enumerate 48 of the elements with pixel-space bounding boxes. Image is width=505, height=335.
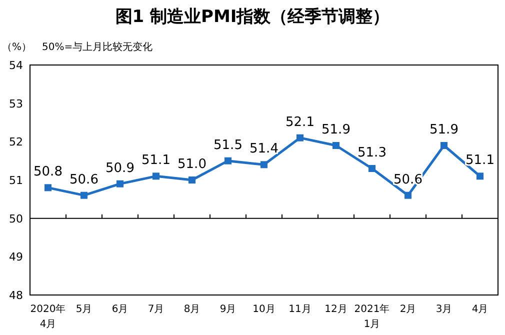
y-tick-label: 51 [9, 174, 23, 187]
data-label: 51.3 [358, 146, 386, 160]
data-label: 50.6 [70, 172, 98, 188]
point [224, 157, 232, 164]
point [188, 176, 196, 184]
text: 50%=与上月比较无变化 [42, 41, 153, 53]
point [476, 172, 484, 180]
y-tick-label: 54 [9, 59, 23, 72]
data-label: 51.4 [250, 142, 278, 157]
y-tick-label: 49 [9, 250, 23, 264]
y-tick-label: 50 [9, 212, 23, 226]
point [44, 184, 52, 192]
data-label: 51.5 [214, 138, 242, 153]
y-tick-label: 52 [9, 136, 23, 149]
data-label: 51.1 [142, 153, 170, 168]
point [152, 172, 160, 180]
point [440, 142, 448, 149]
chart-title: 图1 制造业PMI指数（经季节调整） [115, 7, 390, 27]
data-label: 51.0 [178, 157, 206, 172]
x-tick-label: 12月 [324, 304, 348, 315]
point [80, 192, 88, 199]
data-label: 51.1 [466, 153, 494, 168]
data-label: 52.1 [286, 114, 314, 130]
y-axis-title: （%） [2, 42, 32, 53]
x-tick-label: 3月 [436, 304, 452, 315]
point [296, 134, 304, 142]
x-tick-label: 10月 [252, 304, 276, 315]
x-tick-label: 2020年 4月 [30, 303, 66, 330]
x-tick-label: 2021年 1月 [354, 303, 390, 330]
x-tick-label: 8月 [184, 304, 200, 315]
x-tick-label: 4月 [472, 304, 488, 315]
point [368, 165, 376, 172]
data-label: 50.9 [106, 160, 134, 176]
point [332, 142, 340, 149]
data-label: 51.9 [322, 122, 350, 138]
x-tick-label: 7月 [148, 304, 164, 315]
x-tick-label: 6月 [112, 304, 128, 315]
data-label: 51.9 [430, 122, 458, 138]
point [260, 161, 268, 168]
x-tick-label: 5月 [76, 304, 92, 315]
x-tick-label: 11月 [288, 304, 312, 315]
x-tick-label: 2月 [400, 304, 416, 315]
y-tick-label: 48 [9, 289, 23, 302]
point [116, 180, 124, 188]
x-tick-label: 9月 [220, 304, 236, 315]
y-tick-label: 53 [9, 97, 23, 110]
data-label: 50.8 [34, 164, 62, 180]
point [404, 192, 412, 199]
